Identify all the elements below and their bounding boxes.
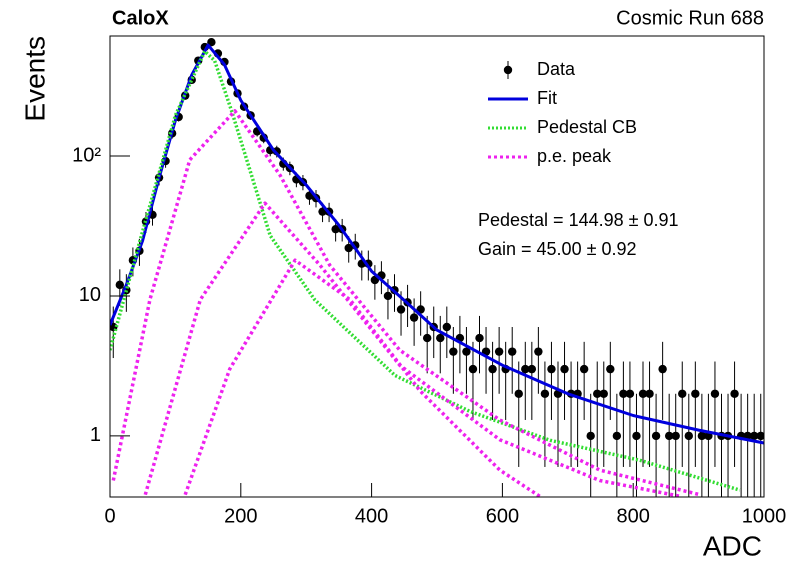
data-point xyxy=(383,291,393,301)
data-point xyxy=(619,389,628,398)
data-point xyxy=(593,389,602,398)
annotation: Gain = 45.00 ± 0.92 xyxy=(478,239,637,259)
x-tick-label: 800 xyxy=(617,505,650,527)
data-point xyxy=(462,347,471,356)
data-point xyxy=(678,389,687,398)
data-point xyxy=(625,389,635,398)
x-axis-label: ADC xyxy=(703,530,762,561)
data-point xyxy=(638,389,648,398)
data-point xyxy=(344,243,353,253)
data-point xyxy=(547,364,556,374)
data-point xyxy=(632,431,641,441)
data-point xyxy=(612,431,622,441)
data-point xyxy=(331,224,340,234)
legend-label: Pedestal CB xyxy=(537,117,637,137)
legend-marker xyxy=(503,65,513,75)
chart-subtitle: Cosmic Run 688 xyxy=(616,7,764,29)
data-point xyxy=(756,431,764,441)
data-point xyxy=(671,431,680,441)
frame xyxy=(109,35,765,498)
data-point xyxy=(560,364,569,374)
data-point xyxy=(684,431,693,441)
legend-label: Data xyxy=(537,59,576,79)
data-point xyxy=(691,389,700,398)
data-point xyxy=(730,389,739,398)
data-point xyxy=(579,364,589,374)
data-point xyxy=(651,431,661,441)
data-point xyxy=(488,364,497,374)
data-point xyxy=(606,364,615,374)
x-tick-label: 0 xyxy=(104,505,115,527)
curve xyxy=(111,109,701,497)
data-point xyxy=(697,431,707,441)
data-point xyxy=(514,389,523,398)
annotation: Pedestal = 144.98 ± 0.91 xyxy=(478,210,679,230)
data-point xyxy=(494,347,504,356)
curve xyxy=(143,201,681,497)
data-point xyxy=(449,347,458,356)
data-point xyxy=(527,364,537,374)
y-tick-label: 10 xyxy=(79,284,101,306)
data-point xyxy=(396,305,406,314)
x-tick-label: 1000 xyxy=(742,505,787,527)
data-point xyxy=(508,347,517,356)
data-point xyxy=(658,364,667,374)
data-point xyxy=(442,322,452,332)
curve xyxy=(110,49,741,492)
data-point xyxy=(521,364,530,374)
curve xyxy=(183,258,541,497)
data-point xyxy=(749,431,759,441)
curve xyxy=(110,43,764,445)
data-point xyxy=(540,389,550,398)
legend-label: Fit xyxy=(537,88,557,108)
data-point xyxy=(436,333,445,343)
data-point xyxy=(534,347,543,356)
data-point xyxy=(586,431,595,441)
x-tick-label: 200 xyxy=(224,505,257,527)
data-point xyxy=(468,364,478,374)
data-point xyxy=(115,280,125,290)
x-tick-label: 600 xyxy=(486,505,519,527)
y-tick-label: 1 xyxy=(90,424,101,446)
data-point xyxy=(645,389,654,398)
data-point xyxy=(409,313,419,322)
data-point xyxy=(599,389,608,398)
plot-area xyxy=(110,38,764,497)
y-axis-label: Events xyxy=(19,36,50,122)
data-point xyxy=(422,333,432,343)
legend-label: p.e. peak xyxy=(537,146,612,166)
y-tick-label: 10² xyxy=(72,144,101,166)
chart-title: CaloX xyxy=(112,7,169,29)
data-point xyxy=(710,389,720,398)
data-point xyxy=(664,431,674,441)
data-point xyxy=(475,333,484,343)
x-tick-label: 400 xyxy=(355,505,388,527)
